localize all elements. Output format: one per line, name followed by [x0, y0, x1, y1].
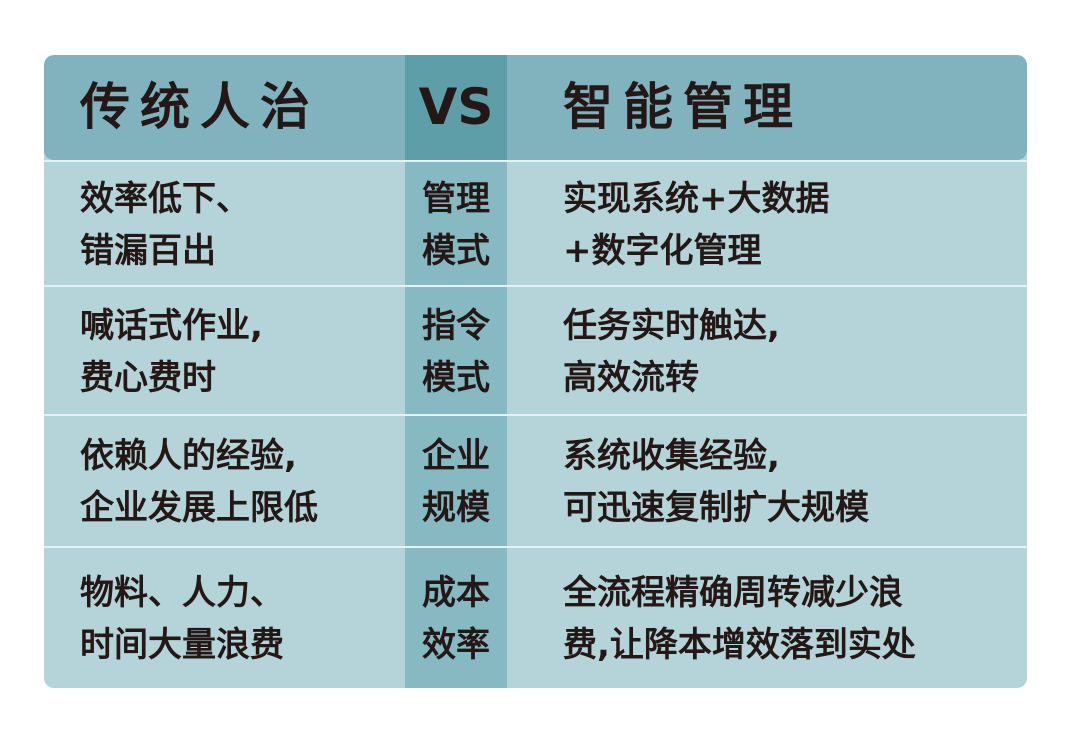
category-text: 效率 [422, 625, 490, 665]
comparison-table: 传统人治 VS 智能管理 效率低下、错漏百出 管理模式 实现系统+大数据 +数字化… [44, 55, 1027, 688]
table-row: 依赖人的经验, 企业发展上限低 企业规模 系统收集经验, 可迅速复制扩大规模 [44, 414, 1027, 548]
header-right: 智能管理 [563, 78, 803, 136]
left-text: 时间大量浪费 [80, 625, 284, 665]
category-text: 管理 [422, 178, 490, 219]
category-text: 成本 [422, 573, 490, 613]
right-text: 任务实时触达, [563, 305, 780, 346]
header-left: 传统人治 [80, 78, 320, 136]
right-text: 系统收集经验, [563, 436, 780, 476]
right-text: +数字化管理 [563, 230, 762, 271]
vs-header-bg [405, 55, 507, 160]
category-text: 企业 [422, 436, 490, 476]
category-text: 规模 [422, 488, 490, 528]
category-text: 模式 [422, 357, 490, 398]
left-text: 喊话式作业, [80, 305, 263, 346]
table-row: 效率低下、错漏百出 管理模式 实现系统+大数据 +数字化管理 [44, 160, 1027, 287]
left-text: 企业发展上限低 [80, 488, 318, 528]
table-row: 喊话式作业, 费心费时 指令模式 任务实时触达, 高效流转 [44, 285, 1027, 416]
left-text: 费心费时 [80, 357, 216, 398]
table-row: 物料、人力、 时间大量浪费 成本效率 全流程精确周转减少浪 费,让降本增效落到实处 [44, 546, 1027, 688]
right-text: 全流程精确周转减少浪 [563, 573, 903, 613]
right-text: 可迅速复制扩大规模 [563, 488, 869, 528]
header-vs: VS [418, 78, 494, 136]
left-text: 物料、人力、 [80, 573, 284, 613]
left-text: 错漏百出 [80, 230, 216, 271]
right-text: 费,让降本增效落到实处 [563, 625, 916, 665]
right-text: 实现系统+大数据 [563, 178, 830, 219]
right-text: 高效流转 [563, 357, 699, 398]
left-text: 效率低下、 [80, 178, 250, 219]
table-header [44, 55, 1027, 160]
category-text: 指令 [422, 305, 490, 346]
category-text: 模式 [422, 230, 490, 271]
left-text: 依赖人的经验, [80, 436, 297, 476]
